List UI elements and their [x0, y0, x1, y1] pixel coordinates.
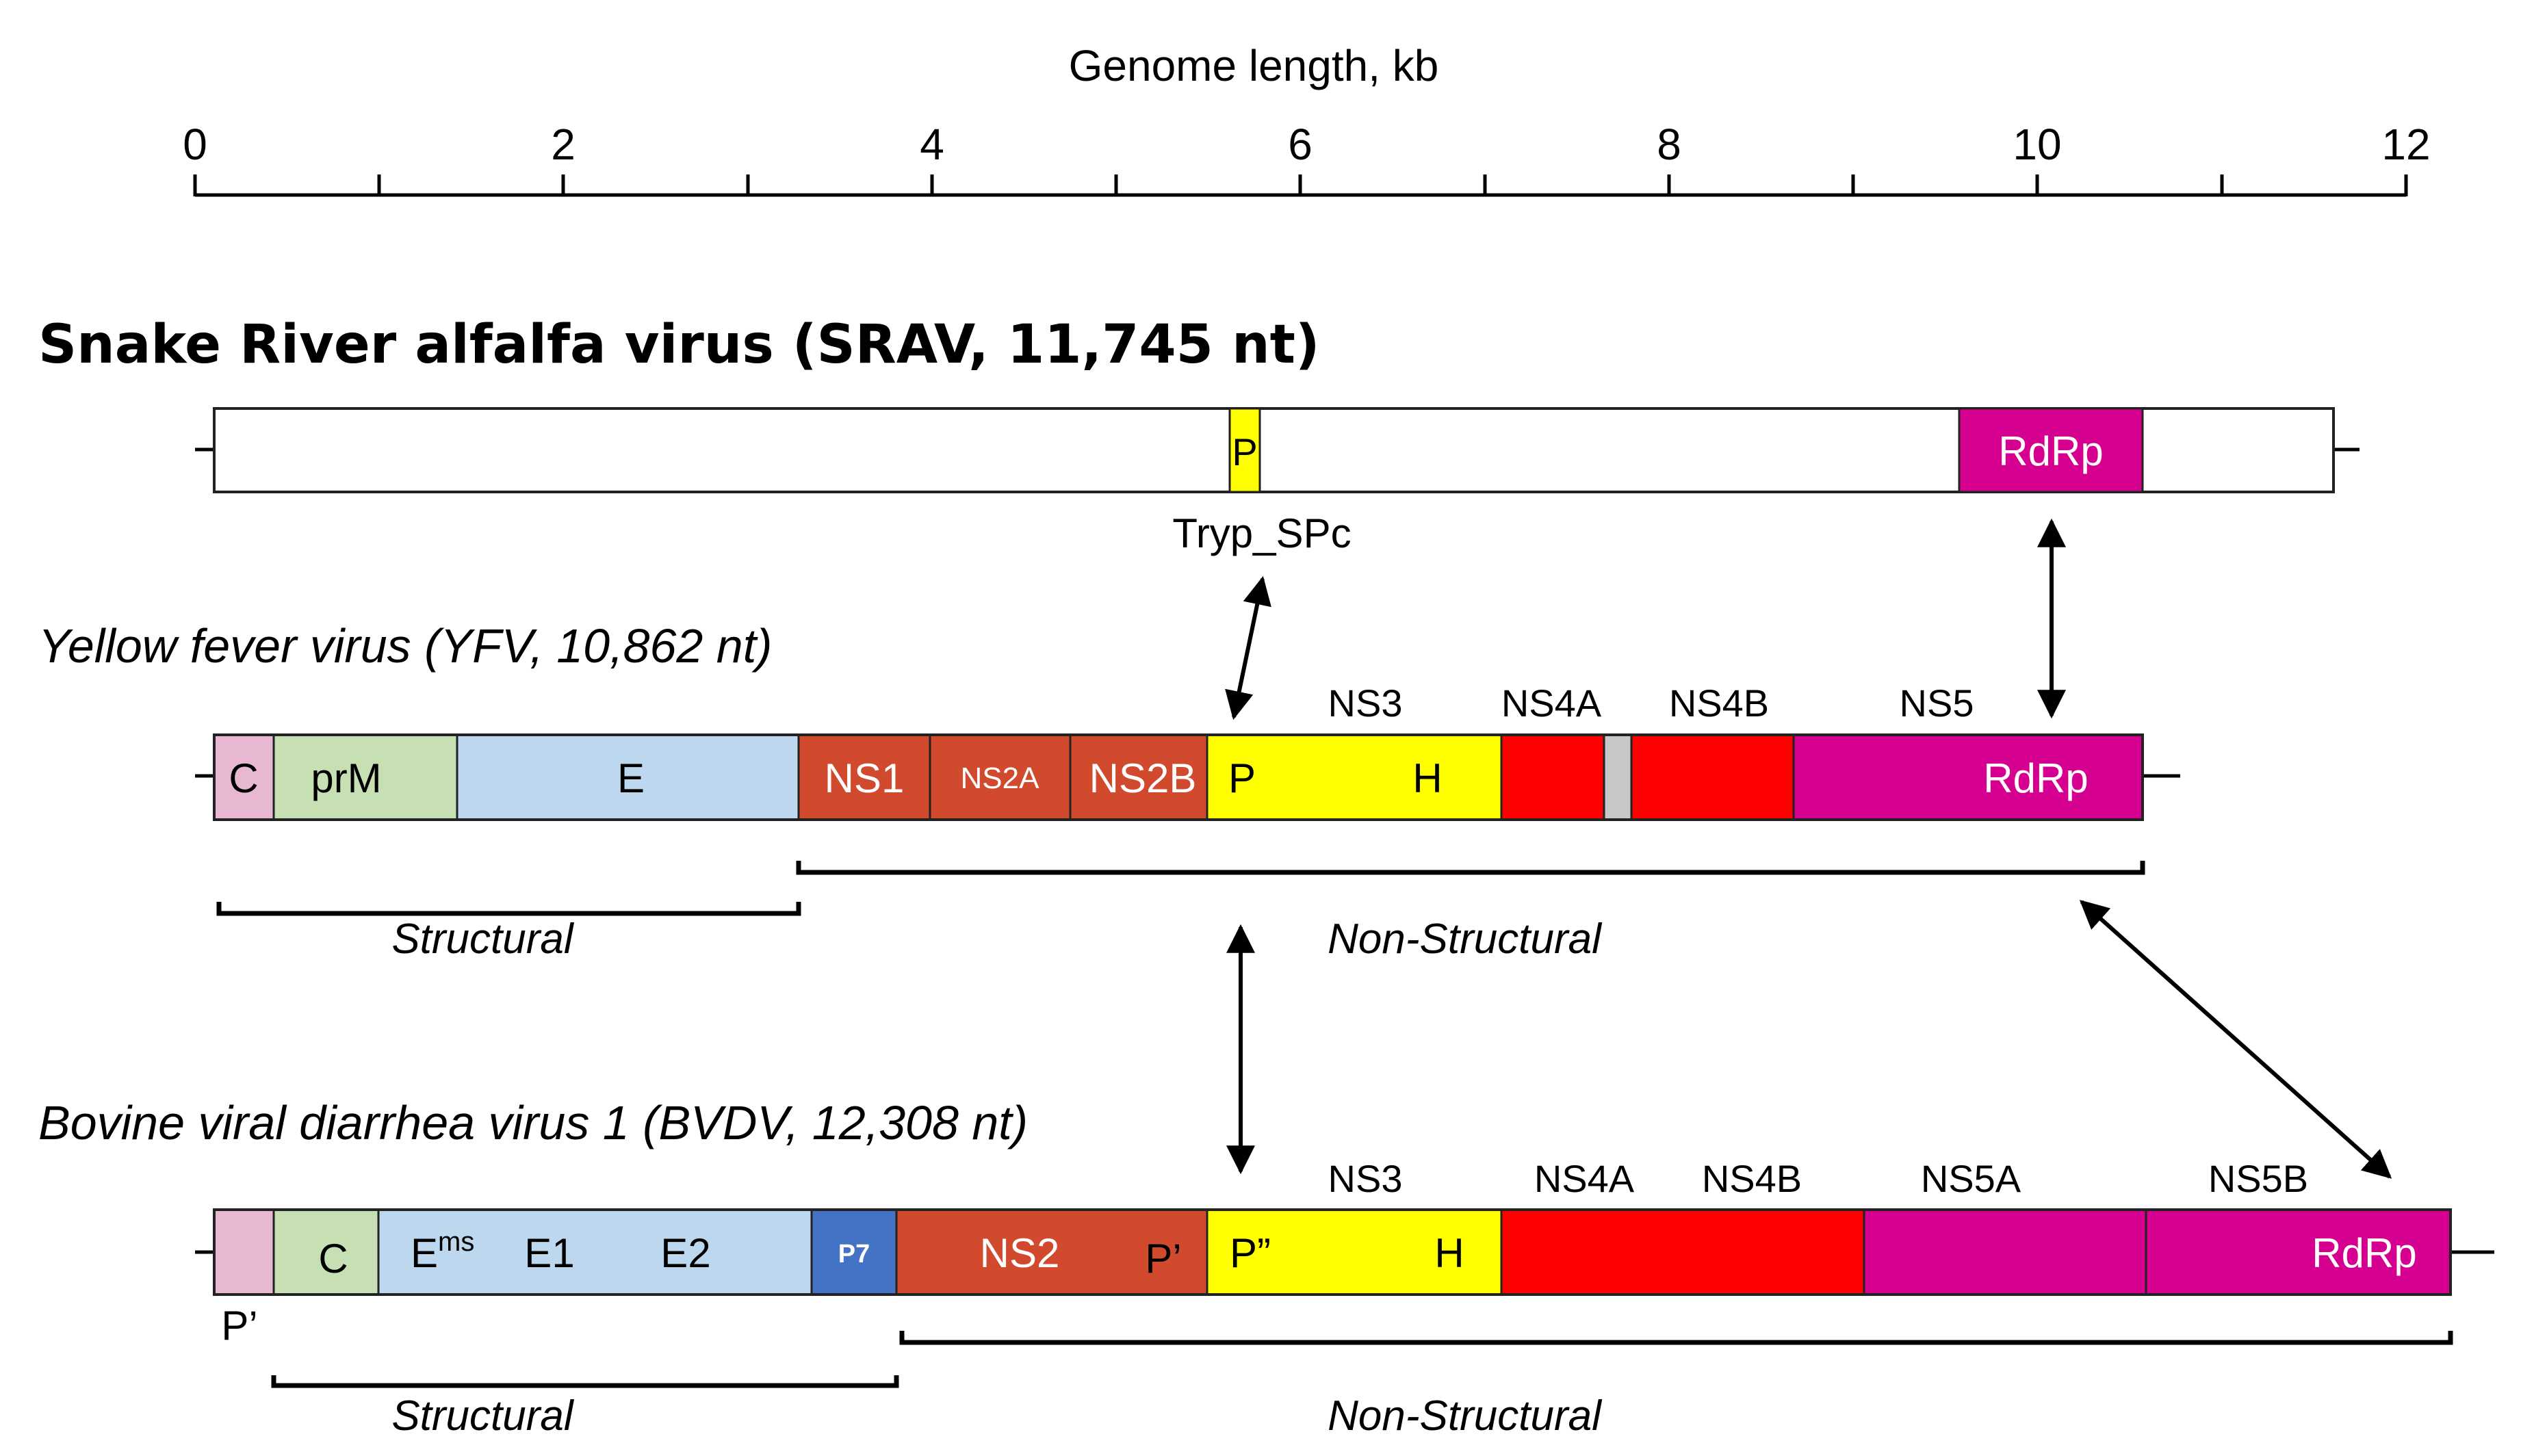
yfv-ns5: [1792, 733, 2144, 821]
srav-genome: Snake River alfalfa virus (SRAV, 11,745 …: [38, 314, 2360, 556]
bvdv-ns2: [895, 1208, 1208, 1296]
tryp-spc-label: Tryp_SPc: [1172, 510, 1351, 556]
bvdv-e2-label: E2: [660, 1230, 710, 1276]
yfv-ns4a: [1500, 733, 1605, 821]
bvdv-rdrp-label: RdRp: [2312, 1230, 2416, 1276]
tick-label-2: 2: [551, 120, 576, 169]
bvdv-ns4a-label: NS4A: [1534, 1157, 1635, 1200]
bvdv-c-label: C: [318, 1236, 348, 1282]
yfv-ns4b-label: NS4B: [1669, 681, 1769, 725]
yfv-ns4a-label: NS4A: [1501, 681, 1602, 725]
srav-rdrp-domain: [1958, 407, 2144, 493]
bvdv-e1-label: E1: [524, 1230, 574, 1276]
yfv-ns2b-label: NS2B: [1089, 755, 1197, 801]
yfv-envelope: [456, 733, 800, 821]
bvdv-ns5a: [1863, 1208, 2147, 1296]
yfv-title: Yellow fever virus (YFV, 10,862 nt): [38, 619, 773, 673]
axis-ticks: [193, 174, 2408, 196]
yfv-p-label: P: [1228, 755, 1256, 801]
yfv-nonstructural-bracket: [796, 861, 2145, 875]
tick-label-6: 6: [1288, 120, 1313, 169]
bvdv-ns5b: [2145, 1208, 2452, 1296]
tick-label-8: 8: [1657, 120, 1681, 169]
bvdv-ns4b-label: NS4B: [1702, 1157, 1802, 1200]
srav-protease-domain: [1228, 407, 1261, 493]
bvdv-nonstructural-label: Non-Structural: [1328, 1392, 1603, 1440]
tick-label-12: 12: [2381, 120, 2430, 169]
bvdv-ns2-label: NS2: [980, 1230, 1060, 1276]
yfv-c-label: C: [229, 755, 258, 801]
bvdv-ems-superscript: ms: [438, 1227, 474, 1257]
bvdv-p-prime-label: P’: [1145, 1236, 1181, 1282]
bvdv-ems-base: E: [411, 1230, 438, 1276]
bvdv-p7-label: P7: [838, 1240, 870, 1269]
srav-title: Snake River alfalfa virus (SRAV, 11,745 …: [38, 314, 1320, 376]
yfv-ns5-label: NS5: [1900, 681, 1974, 725]
yfv-2k-peptide: [1603, 733, 1633, 821]
bvdv-structural-bracket: [271, 1375, 899, 1388]
axis-title: Genome length, kb: [1069, 41, 1439, 90]
bvdv-ns5b-label: NS5B: [2208, 1157, 2308, 1200]
bvdv-outline: [213, 1208, 2452, 1296]
yfv-genome: Yellow fever virus (YFV, 10,862 nt) C pr…: [38, 619, 2180, 963]
bvdv-h-label: H: [1434, 1230, 1464, 1276]
yfv-ns1-label: NS1: [825, 755, 905, 801]
yfv-nonstructural-label: Non-Structural: [1328, 915, 1603, 963]
bvdv-structural-label: Structural: [391, 1392, 575, 1440]
yfv-ns3: [1206, 733, 1503, 821]
bvdv-ns4: [1500, 1208, 1865, 1296]
homology-arrows: [1225, 518, 2392, 1179]
bvdv-ems-label: Ems: [411, 1227, 474, 1276]
yfv-ns3-label: NS3: [1328, 681, 1403, 725]
yfv-structural-bracket: [216, 902, 801, 916]
bvdv-p-dprime-label: P”: [1230, 1230, 1271, 1276]
arrow-tryp-to-yfv-protease: [1225, 575, 1271, 720]
yfv-e-label: E: [617, 755, 645, 801]
arrow-yfv-rdrp-to-bvdv-rdrp: [2079, 900, 2392, 1179]
srav-rdrp-label: RdRp: [1998, 428, 2103, 474]
length-axis: Genome length, kb 0 2 4 6 8 10 12: [183, 41, 2431, 197]
yfv-prm-label: prM: [311, 755, 381, 801]
yfv-rdrp-label: RdRp: [1983, 755, 2088, 801]
bvdv-nonstructural-bracket: [899, 1331, 2453, 1345]
yfv-ns2a-label: NS2A: [961, 762, 1040, 795]
tick-label-0: 0: [183, 120, 207, 169]
bvdv-ns5a-label: NS5A: [1921, 1157, 2021, 1200]
yfv-structural-label: Structural: [391, 915, 575, 963]
bvdv-genome: Bovine viral diarrhea virus 1 (BVDV, 12,…: [38, 1096, 2494, 1440]
bvdv-p-prime-left-label: P’: [221, 1303, 257, 1349]
yfv-h-label: H: [1412, 755, 1442, 801]
tick-label-10: 10: [2013, 120, 2061, 169]
tick-label-4: 4: [920, 120, 944, 169]
bvdv-npro: [213, 1208, 275, 1296]
bvdv-ns3: [1206, 1208, 1503, 1296]
yfv-outline: [213, 733, 2144, 821]
yfv-ns4b: [1630, 733, 1795, 821]
bvdv-ns3-label: NS3: [1328, 1157, 1403, 1200]
srav-p-label: P: [1232, 430, 1257, 473]
bvdv-title: Bovine viral diarrhea virus 1 (BVDV, 12,…: [38, 1096, 1028, 1149]
